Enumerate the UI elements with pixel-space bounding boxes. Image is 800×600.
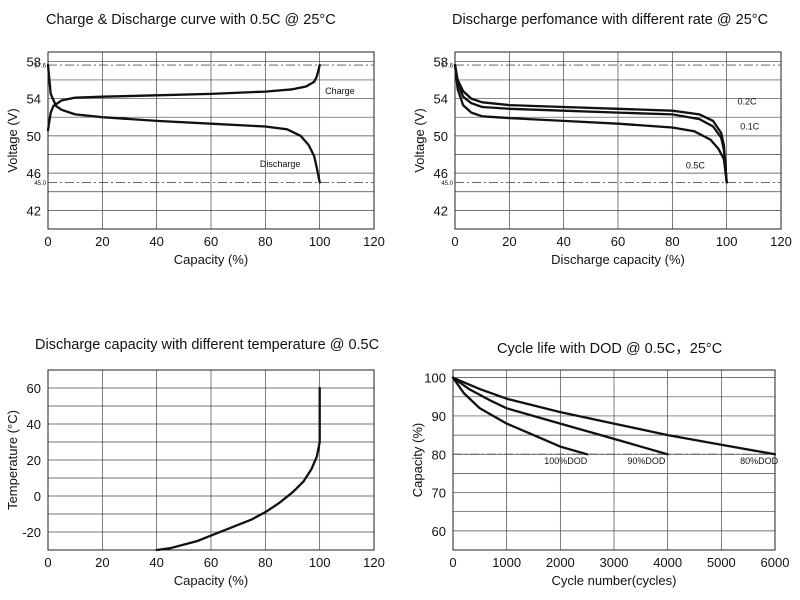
chart-4-y-tick-label: 80 <box>432 447 446 462</box>
chart-1-reference-label: 45.0 <box>34 181 46 187</box>
chart-1-x-tick-label: 100 <box>309 234 331 249</box>
chart-2-x-tick-label: 100 <box>716 234 738 249</box>
chart-4-y-tick-label: 100 <box>424 371 446 386</box>
chart-1-series-line-2 <box>46 63 321 184</box>
chart-2-x-tick-label: 60 <box>611 234 625 249</box>
chart-1-y-tick-label: 42 <box>27 203 41 218</box>
chart-1-y-tick-label: 46 <box>27 166 41 181</box>
chart-4-series-line-3 <box>451 376 777 456</box>
chart-1-plot-frame <box>47 51 375 230</box>
chart-4-x-tick-label: 2000 <box>546 555 575 570</box>
chart-2-y-axis-label: Voltage (V) <box>412 108 427 172</box>
chart-4-title: Cycle life with DOD @ 0.5C，25°C <box>497 341 723 357</box>
chart-4-series-line-1 <box>451 376 589 456</box>
chart-4-plot: 0 1000 2000 3000 4000 5000 6000 60 70 80 90 100 100%… <box>410 369 790 588</box>
chart-2-x-tick-label: 40 <box>556 234 570 249</box>
chart-2-reference-label: 45.0 <box>441 181 453 187</box>
chart-1-y-axis-label: Voltage (V) <box>5 108 20 172</box>
chart-panel-2: Discharge perfomance with different rate… <box>400 0 800 300</box>
chart-1-series-label-1: Charge <box>325 86 355 96</box>
chart-panel-4: Cycle life with DOD @ 0.5C，25°C 0 1000 200… <box>400 300 800 600</box>
chart-1-series-label-2: Discharge <box>260 159 301 169</box>
chart-3-x-tick-label: 60 <box>204 555 218 570</box>
chart-4-series-line-2 <box>451 376 669 456</box>
chart-4-x-tick-label: 0 <box>449 555 456 570</box>
chart-1-x-tick-label: 60 <box>204 234 218 249</box>
chart-2-reference-label: 57.6 <box>441 64 453 70</box>
chart-4-x-tick-label: 4000 <box>653 555 682 570</box>
chart-3-x-axis-label: Capacity (%) <box>174 573 248 588</box>
chart-4-x-tick-label: 6000 <box>761 555 790 570</box>
chart-1-reference-label: 57.6 <box>34 64 46 70</box>
chart-1-series-line-1 <box>46 63 321 132</box>
chart-3-x-tick-label: 80 <box>258 555 272 570</box>
chart-4-x-tick-label: 3000 <box>600 555 629 570</box>
chart-4-y-tick-label: 60 <box>432 524 446 539</box>
chart-3-plot-frame <box>47 369 375 551</box>
chart-4-y-tick-label: 70 <box>432 486 446 501</box>
chart-2-y-tick-label: 46 <box>434 166 448 181</box>
chart-3-series-line-1 <box>155 386 321 552</box>
chart-panel-1: Charge & Discharge curve with 0.5C @ 25°… <box>0 0 400 300</box>
chart-1-x-tick-label: 40 <box>149 234 163 249</box>
chart-1-x-axis-label: Capacity (%) <box>174 252 248 267</box>
chart-3-y-tick-label: 40 <box>27 417 41 432</box>
chart-2-title: Discharge perfomance with different rate… <box>452 12 769 28</box>
chart-1-y-tick-label: 50 <box>27 129 41 144</box>
chart-2-plot-frame <box>454 51 782 230</box>
chart-3-x-tick-label: 120 <box>363 555 385 570</box>
chart-3-y-tick-label: 0 <box>34 489 41 504</box>
chart-4-x-tick-label: 1000 <box>492 555 521 570</box>
chart-3-x-tick-label: 20 <box>95 555 109 570</box>
chart-4-series-label-3: 80%DOD <box>740 456 779 466</box>
chart-3-x-tick-label: 40 <box>149 555 163 570</box>
chart-3-y-tick-label: 60 <box>27 381 41 396</box>
chart-2-series-line-2 <box>453 63 728 184</box>
chart-4-series-label-1: 100%DOD <box>544 456 588 466</box>
chart-1-x-tick-label: 0 <box>44 234 51 249</box>
chart-2-series-label-3: 0.5C <box>686 161 706 171</box>
chart-3-y-axis-label: Temperature (°C) <box>5 410 20 510</box>
chart-2-x-tick-label: 20 <box>502 234 516 249</box>
chart-1-x-tick-label: 120 <box>363 234 385 249</box>
chart-2-x-tick-label: 80 <box>665 234 679 249</box>
chart-2-series-line-3 <box>453 63 728 184</box>
chart-3-x-tick-label: 0 <box>44 555 51 570</box>
chart-4-x-tick-label: 5000 <box>707 555 736 570</box>
chart-3-y-tick-label: -20 <box>22 525 41 540</box>
chart-1-x-tick-label: 20 <box>95 234 109 249</box>
chart-2-y-tick-label: 58 <box>434 54 448 69</box>
chart-4-y-axis-label: Capacity (%) <box>410 423 425 497</box>
chart-3-y-tick-label: 20 <box>27 453 41 468</box>
chart-4-y-tick-label: 90 <box>432 409 446 424</box>
chart-2-series-label-1: 0.2C <box>738 96 758 106</box>
chart-3-x-tick-label: 100 <box>309 555 331 570</box>
chart-4-x-axis-label: Cycle number(cycles) <box>552 573 677 588</box>
chart-2-x-axis-label: Discharge capacity (%) <box>551 252 685 267</box>
chart-1-y-tick-label: 58 <box>27 54 41 69</box>
chart-3-title: Discharge capacity with different temper… <box>35 337 380 353</box>
chart-1-y-tick-label: 54 <box>27 92 41 107</box>
chart-2-x-tick-label: 0 <box>451 234 458 249</box>
chart-2-x-tick-label: 120 <box>770 234 792 249</box>
chart-4-series-label-2: 90%DOD <box>627 456 666 466</box>
chart-1-x-tick-label: 80 <box>258 234 272 249</box>
chart-2-series-label-2: 0.1C <box>740 122 760 132</box>
chart-1-title: Charge & Discharge curve with 0.5C @ 25°… <box>46 12 336 28</box>
chart-panel-3: Discharge capacity with different temper… <box>0 300 400 600</box>
chart-2-y-tick-label: 50 <box>434 129 448 144</box>
chart-2-series-line-1 <box>453 63 728 184</box>
chart-2-y-tick-label: 54 <box>434 92 448 107</box>
chart-4-plot-frame <box>452 369 776 551</box>
chart-2-y-tick-label: 42 <box>434 203 448 218</box>
